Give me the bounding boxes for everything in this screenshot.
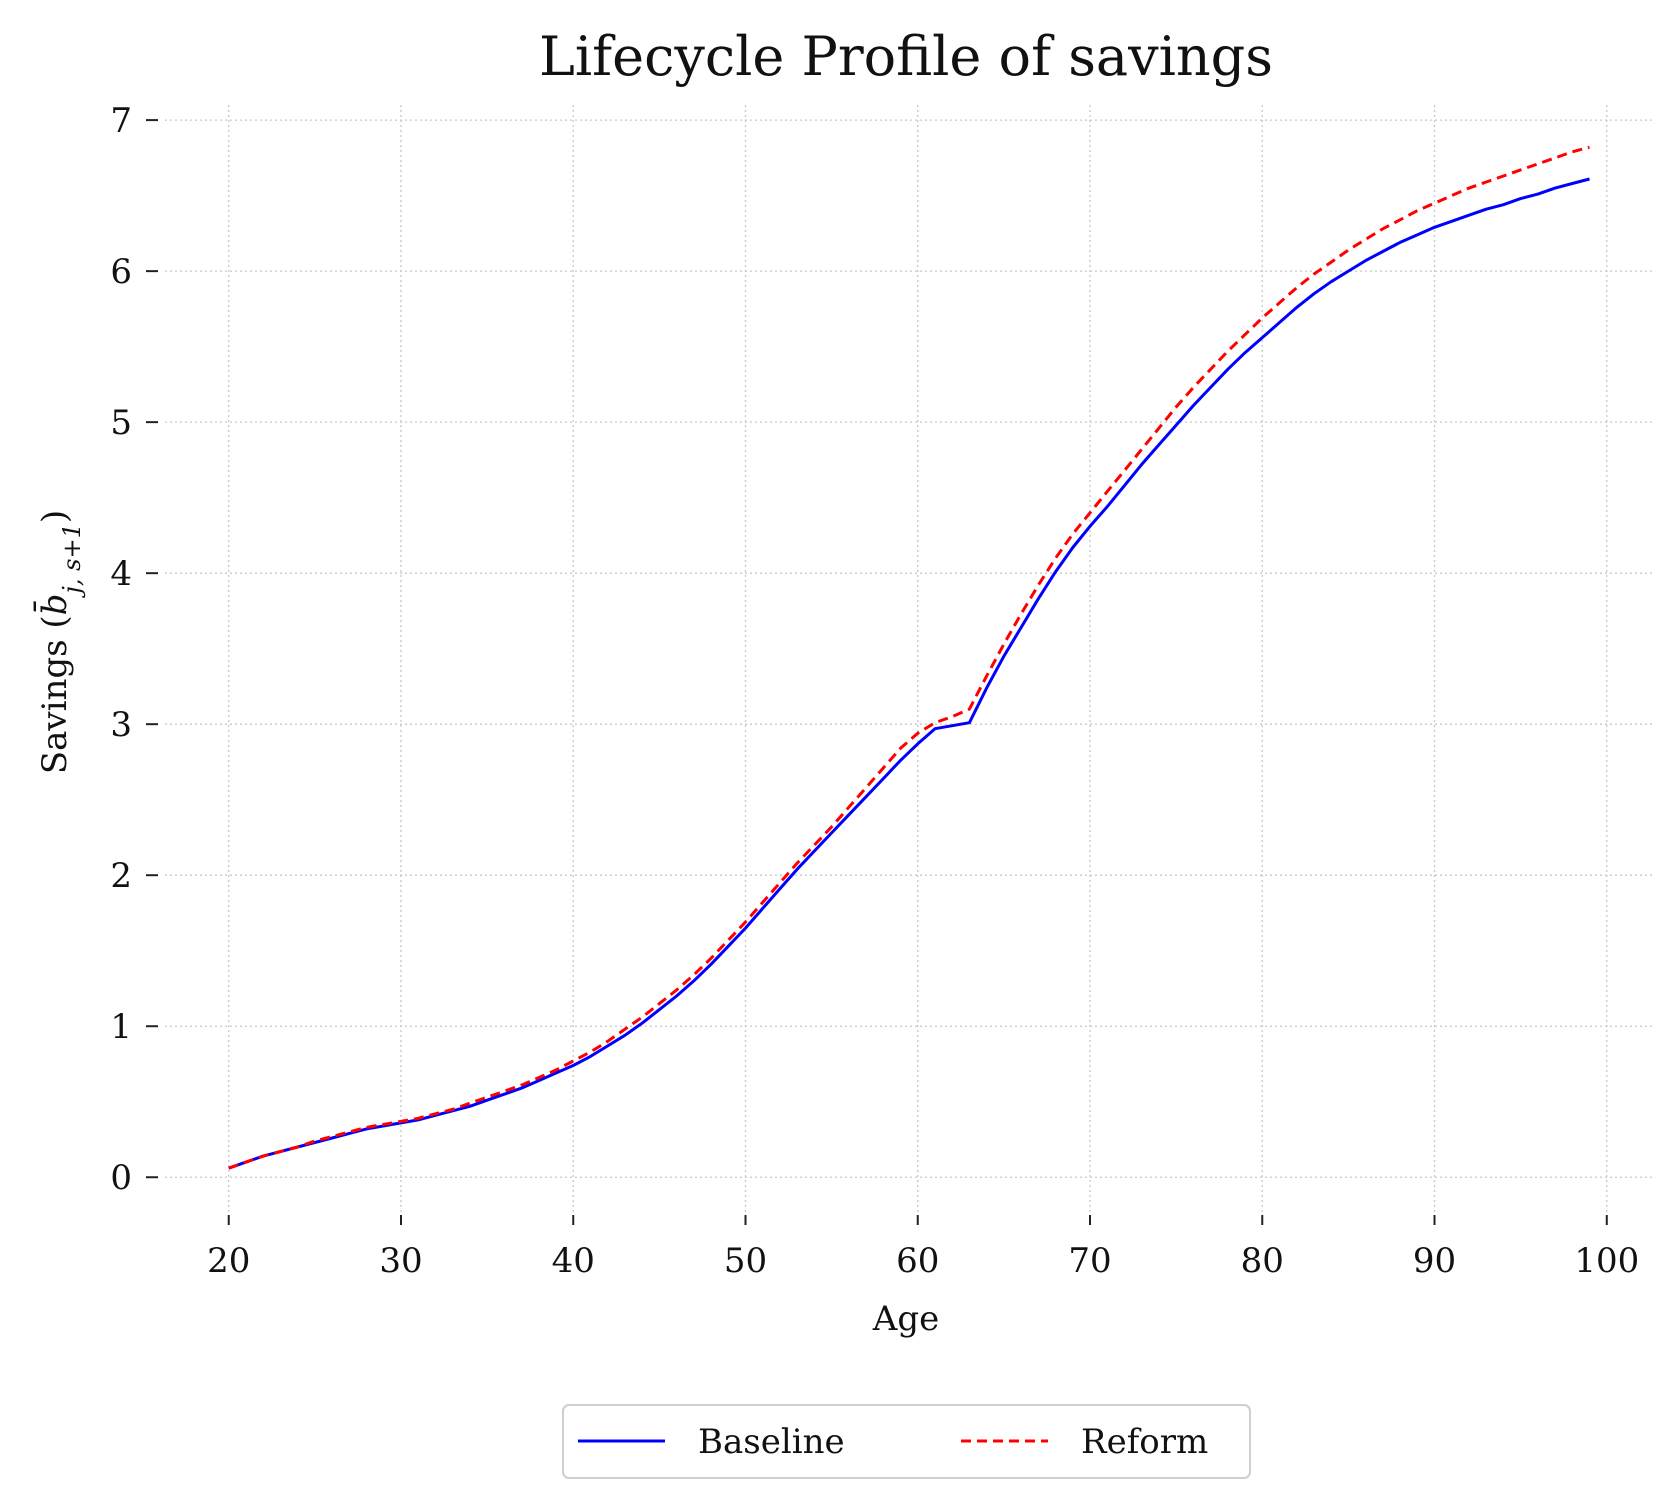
x-tick-label: 60	[896, 1241, 939, 1281]
x-tick-label: 40	[552, 1241, 595, 1281]
y-axis-label: Savings (b̄j, s+1)	[33, 510, 86, 774]
y-tick-label: 3	[110, 705, 132, 745]
x-tick-label: 90	[1413, 1241, 1456, 1281]
x-tick-label: 100	[1574, 1241, 1639, 1281]
x-tick-label: 30	[379, 1241, 422, 1281]
legend-frame	[562, 1404, 1251, 1479]
series-line-baseline	[228, 177, 1590, 1170]
series-line-reform	[228, 145, 1590, 1170]
y-axis-label-symbol: b̄	[33, 594, 75, 616]
series-lines	[228, 145, 1590, 1170]
x-tick-label: 50	[724, 1241, 767, 1281]
y-tick-label: 4	[110, 554, 132, 594]
y-axis-label-subscript: j, s+1	[58, 523, 86, 598]
legend: Baseline Reform	[562, 1404, 1251, 1479]
y-axis-label-suffix: )	[35, 510, 75, 523]
x-axis-ticks: 20 30 40 50 60 70 80 90 100	[207, 1215, 1639, 1281]
legend-label-baseline: Baseline	[698, 1422, 845, 1462]
grid	[165, 105, 1655, 1215]
y-tick-label: 2	[110, 856, 132, 896]
x-axis-label: Age	[872, 1299, 939, 1339]
chart-title: Lifecycle Profile of savings	[539, 25, 1273, 88]
y-tick-label: 6	[110, 252, 132, 292]
x-tick-label: 80	[1241, 1241, 1284, 1281]
y-tick-label: 0	[110, 1158, 132, 1198]
y-tick-label: 5	[110, 403, 132, 443]
y-axis-label-prefix: Savings (	[35, 615, 75, 774]
x-tick-label: 20	[207, 1241, 250, 1281]
x-tick-label: 70	[1068, 1241, 1111, 1281]
y-tick-label: 7	[110, 101, 132, 141]
y-tick-label: 1	[110, 1007, 132, 1047]
y-axis-ticks: 0 1 2 3 4 5 6 7	[110, 101, 158, 1198]
legend-label-reform: Reform	[1081, 1422, 1208, 1462]
